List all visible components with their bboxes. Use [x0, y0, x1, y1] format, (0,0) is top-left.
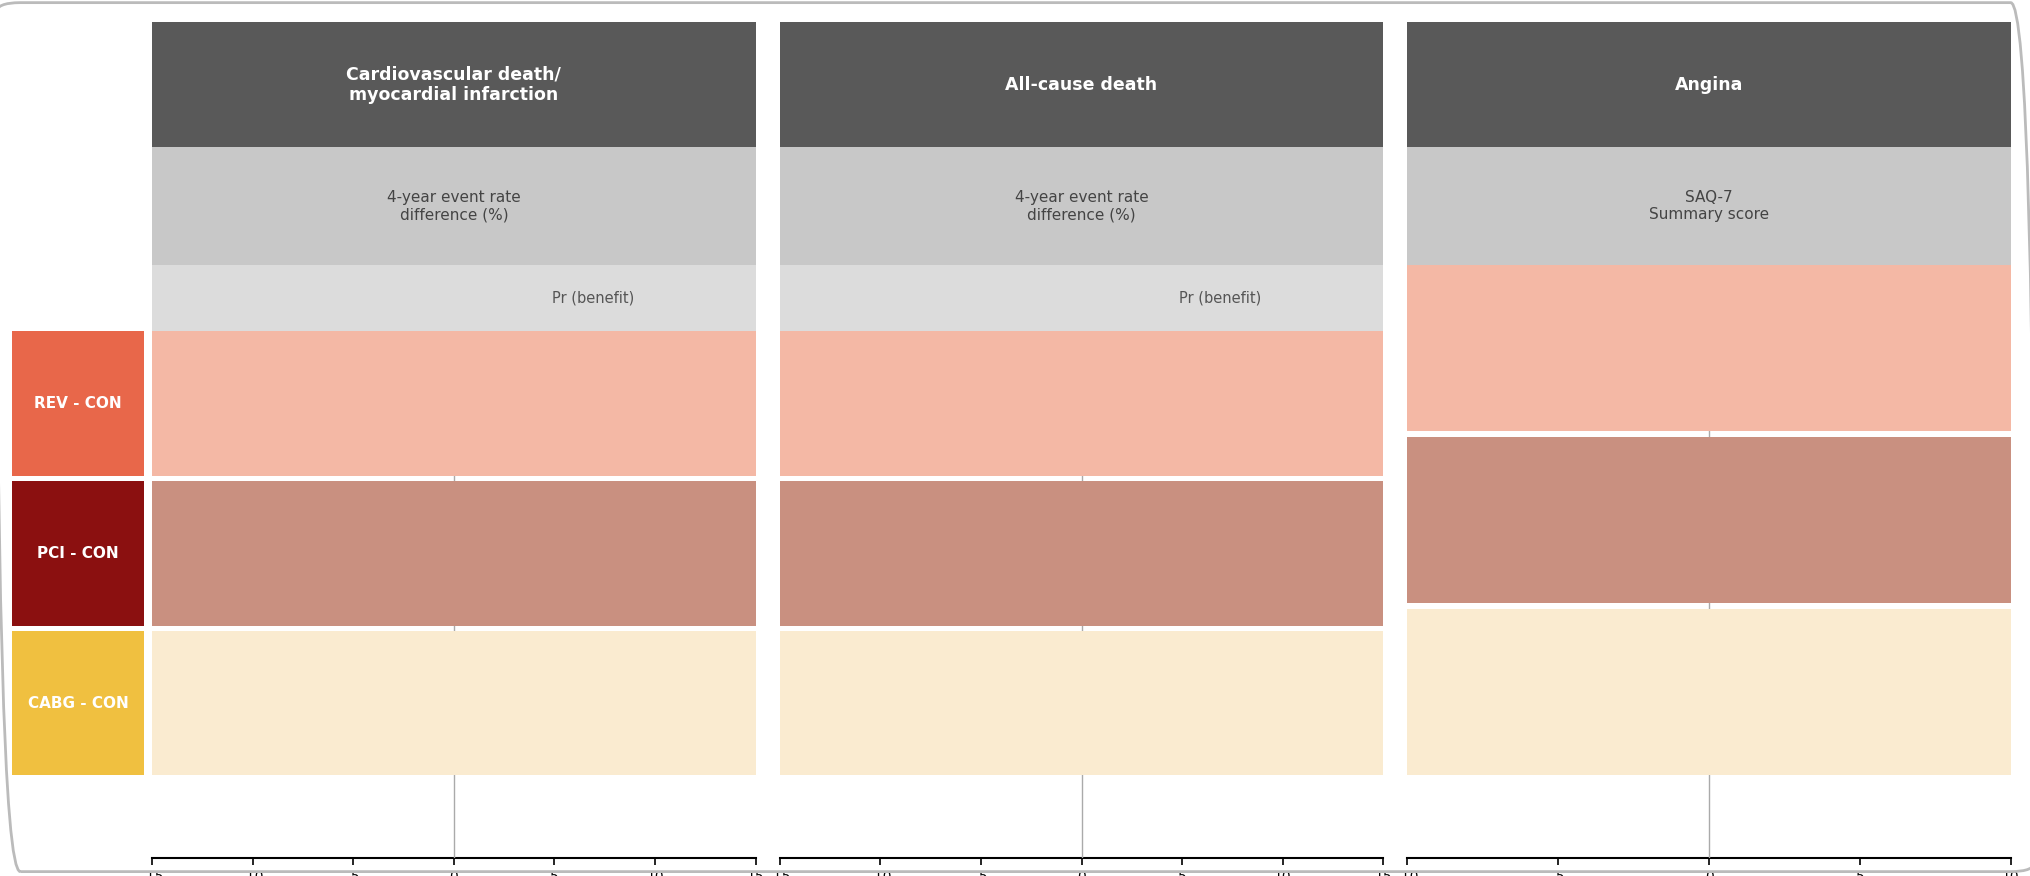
- Text: Angina: Angina: [1675, 75, 1742, 94]
- Text: 94.8%: 94.8%: [550, 395, 613, 413]
- Text: PCI - CON: PCI - CON: [37, 546, 120, 561]
- Text: 49.2%: 49.2%: [1177, 544, 1240, 562]
- Text: SAQ-7
Summary score: SAQ-7 Summary score: [1648, 190, 1768, 223]
- Text: 63.1%: 63.1%: [1177, 694, 1240, 712]
- Text: 4-year event rate
difference (%): 4-year event rate difference (%): [1015, 190, 1147, 223]
- Text: REV - CON: REV - CON: [35, 396, 122, 411]
- Text: 84.7%: 84.7%: [550, 694, 613, 712]
- Text: 4-year event rate
difference (%): 4-year event rate difference (%): [388, 190, 520, 223]
- Text: 96.4%: 96.4%: [550, 544, 613, 562]
- Text: 55.6%: 55.6%: [1177, 395, 1240, 413]
- Text: CABG - CON: CABG - CON: [28, 696, 128, 710]
- Text: Cardiovascular death/
myocardial infarction: Cardiovascular death/ myocardial infarct…: [347, 65, 560, 104]
- Text: All-cause death: All-cause death: [1005, 75, 1157, 94]
- Text: Pr (benefit): Pr (benefit): [1179, 291, 1261, 306]
- Text: Pr (benefit): Pr (benefit): [552, 291, 633, 306]
